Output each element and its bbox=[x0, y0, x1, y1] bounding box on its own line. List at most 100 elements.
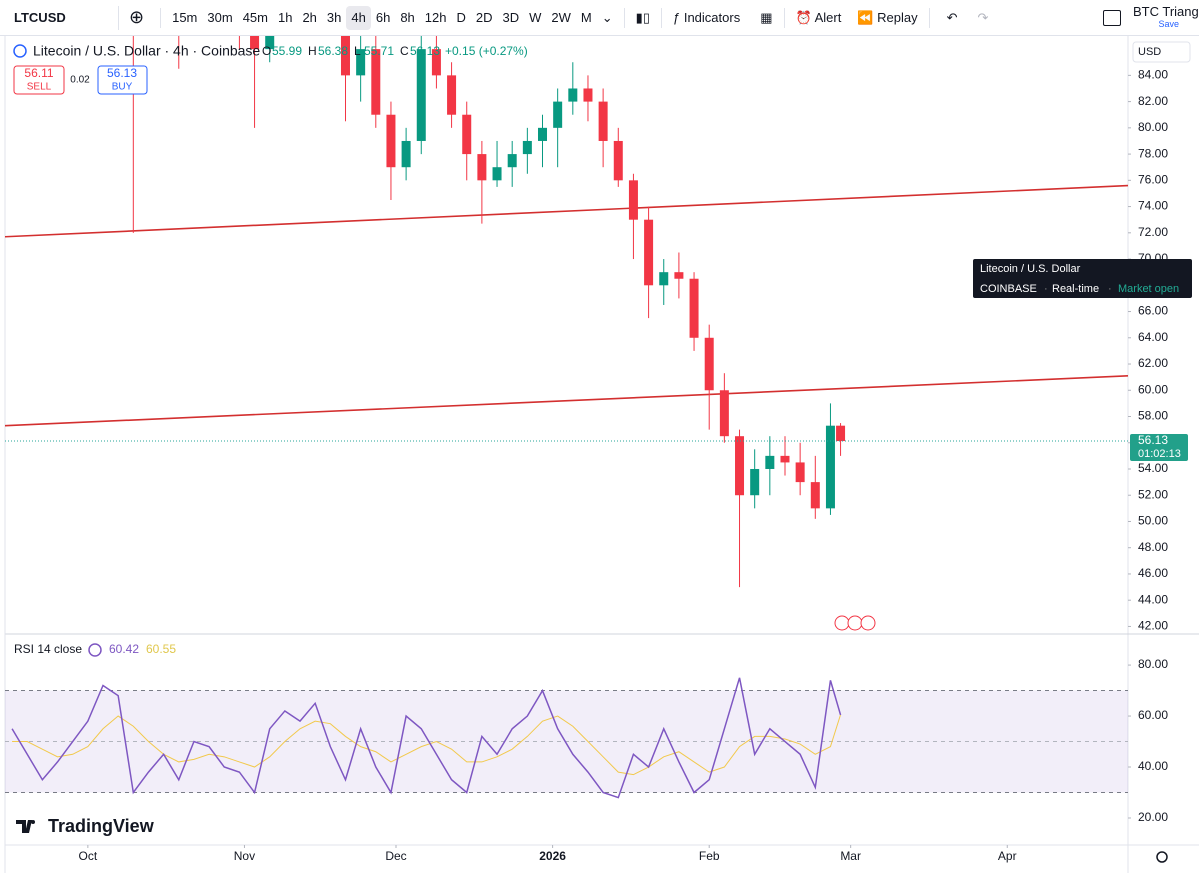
sell-price: 56.11 bbox=[24, 66, 53, 80]
buy-price: 56.13 bbox=[107, 66, 137, 80]
tooltip-title: Litecoin / U.S. Dollar bbox=[980, 263, 1081, 275]
brand: TradingView bbox=[48, 816, 155, 836]
candle-body bbox=[780, 455, 790, 463]
save: Save bbox=[1158, 18, 1179, 29]
ohlc-value: 56.13 bbox=[410, 44, 440, 58]
flag[interactable] bbox=[847, 615, 863, 631]
y-tick-label: 44.00 bbox=[1138, 592, 1168, 606]
candle-body bbox=[628, 180, 638, 220]
symbol-search[interactable]: LTCUSD bbox=[8, 5, 119, 30]
interval[interactable]: 1h bbox=[277, 9, 293, 25]
ohlc-key: C bbox=[400, 44, 409, 58]
interval[interactable]: M bbox=[580, 9, 592, 25]
rsi-ma-value: 60.55 bbox=[146, 642, 176, 656]
interval[interactable]: 8h bbox=[400, 9, 415, 25]
undo[interactable]: ↶ bbox=[946, 9, 958, 25]
separator bbox=[660, 7, 662, 28]
candle-body bbox=[644, 219, 654, 286]
interval[interactable]: 2D bbox=[475, 9, 493, 25]
candle-body bbox=[825, 425, 835, 509]
alert[interactable]: ⏰ Alert bbox=[795, 9, 842, 25]
interval[interactable]: 15m bbox=[172, 9, 198, 25]
candle-body bbox=[704, 337, 714, 391]
y-tick-label: 60.00 bbox=[1138, 382, 1168, 396]
flag[interactable] bbox=[860, 615, 876, 631]
interval[interactable]: 6h bbox=[375, 9, 391, 25]
rsi-line bbox=[11, 677, 842, 799]
ohlc: O 55.99 H 56.38 L 55.71 C 56.13 bbox=[262, 44, 440, 58]
rsi-value: 60.42 bbox=[109, 642, 139, 656]
tooltip-status: Market open bbox=[1118, 283, 1179, 295]
candle-body bbox=[674, 272, 684, 279]
replay[interactable]: ⏪ Replay bbox=[857, 9, 918, 25]
interval-menu[interactable]: ⌄ bbox=[601, 9, 613, 25]
templates[interactable]: ▦ bbox=[760, 9, 773, 25]
x-tick-label: Apr bbox=[998, 849, 1017, 863]
rsi-icon[interactable] bbox=[88, 643, 102, 657]
candle-body bbox=[613, 140, 623, 181]
interval[interactable]: 3h bbox=[326, 9, 342, 25]
candle-body bbox=[477, 154, 487, 181]
settings-icon[interactable] bbox=[1156, 851, 1168, 863]
interval[interactable]: 2h bbox=[302, 9, 317, 25]
add-symbol[interactable]: ⊕ bbox=[129, 7, 145, 27]
interval[interactable]: W bbox=[529, 9, 542, 25]
flag[interactable] bbox=[834, 615, 850, 631]
interval[interactable]: 2W bbox=[551, 9, 571, 25]
buy-button[interactable] bbox=[97, 65, 148, 95]
layout[interactable]: BTC Triangl Save bbox=[1103, 6, 1199, 30]
countdown: 01:02:13 bbox=[1138, 448, 1181, 460]
candle-body bbox=[553, 101, 563, 128]
y-tick-label: 78.00 bbox=[1138, 146, 1168, 160]
interval[interactable]: D bbox=[456, 9, 466, 25]
candle-body bbox=[810, 482, 820, 509]
toolbar: LTCUSD ⊕ 15m 30m 45m 1h 2h 3h 4h 6h 8h 12h D 2D 3D W 2… bbox=[0, 0, 1199, 36]
indicators[interactable]: ƒ Indicators bbox=[672, 10, 741, 25]
interval[interactable]: 12h bbox=[424, 9, 447, 25]
price-label: 56.13 bbox=[1138, 433, 1168, 447]
rsi-y-tick-label: 80.00 bbox=[1138, 657, 1168, 671]
ohlc-value: 55.99 bbox=[272, 44, 302, 58]
candle-body bbox=[401, 140, 411, 168]
candle-body bbox=[689, 278, 699, 338]
brand-logo-dot bbox=[31, 820, 35, 824]
y-tick-label: 58.00 bbox=[1138, 409, 1168, 423]
spread: 0.02 bbox=[70, 75, 90, 86]
ohlc-value: 56.38 bbox=[318, 44, 348, 58]
interval[interactable]: 45m bbox=[242, 9, 268, 25]
candle-body bbox=[356, 49, 366, 76]
candle-body bbox=[538, 127, 548, 141]
sell-button[interactable] bbox=[13, 65, 65, 95]
layout-name: BTC Triangl bbox=[1133, 5, 1199, 19]
interval[interactable]: 30m bbox=[207, 9, 233, 25]
buy-label: BUY bbox=[112, 82, 133, 93]
trendline bbox=[5, 375, 1128, 427]
y-tick-label: 54.00 bbox=[1138, 461, 1168, 475]
y-tick-label: 64.00 bbox=[1138, 330, 1168, 344]
y-tick-label: 74.00 bbox=[1138, 199, 1168, 213]
candle-body bbox=[462, 114, 472, 155]
candle-body bbox=[659, 272, 669, 286]
y-tick-label: 82.00 bbox=[1138, 94, 1168, 108]
x-tick-label: Mar bbox=[840, 849, 861, 863]
candle-body bbox=[416, 49, 426, 141]
rsi-pane bbox=[5, 677, 1128, 799]
candle-body bbox=[583, 88, 593, 102]
y-tick-label: 66.00 bbox=[1138, 304, 1168, 318]
candle-body bbox=[598, 101, 608, 141]
chart-type[interactable]: ▮▯ bbox=[635, 9, 650, 25]
interval[interactable]: 4h bbox=[346, 5, 371, 30]
replay-label: Replay bbox=[877, 9, 918, 25]
candle-body bbox=[522, 140, 532, 155]
rsi-ma-line bbox=[12, 714, 842, 776]
legend-change: +0.15 (+0.27%) bbox=[445, 44, 528, 58]
tooltip-exchange: COINBASE bbox=[980, 283, 1037, 295]
x-tick-label: Nov bbox=[234, 849, 255, 863]
candle-body bbox=[431, 49, 441, 76]
candle-body bbox=[371, 49, 381, 115]
candle-body bbox=[265, 36, 275, 50]
currency-button[interactable] bbox=[1132, 41, 1191, 63]
candle-body bbox=[719, 390, 729, 437]
interval[interactable]: 3D bbox=[502, 9, 520, 25]
redo[interactable]: ↷ bbox=[977, 9, 989, 25]
